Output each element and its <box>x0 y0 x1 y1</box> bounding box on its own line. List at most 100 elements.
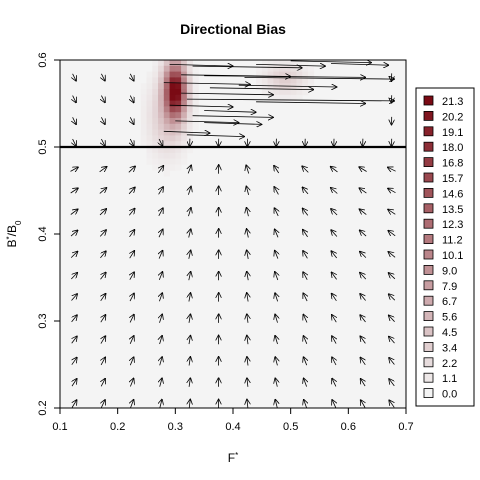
heat-cell <box>169 60 176 67</box>
field-arrow <box>99 188 107 194</box>
legend-label: 11.2 <box>442 235 463 247</box>
heat-cell <box>140 106 147 113</box>
x-axis: 0.1 0.2 0.3 0.4 0.5 0.6 0.7 <box>52 408 414 433</box>
field-arrow <box>275 335 278 345</box>
field-arrow <box>303 272 307 280</box>
heat-cell <box>256 65 263 72</box>
heat-cell <box>290 94 297 101</box>
heat-cell <box>256 83 263 90</box>
field-arrow <box>101 138 105 146</box>
heat-cell <box>140 135 147 142</box>
heat-cell <box>152 65 159 72</box>
heat-cell <box>175 94 182 101</box>
heat-cell <box>279 94 286 101</box>
heat-cell <box>146 77 153 84</box>
heat-cell <box>163 65 170 72</box>
heat-cell <box>192 89 199 96</box>
field-arrow <box>158 166 163 174</box>
field-arrow <box>331 230 338 237</box>
field-arrow <box>163 83 251 85</box>
field-arrow <box>290 61 372 63</box>
heat-cell <box>152 89 159 96</box>
field-arrow <box>189 293 191 302</box>
heat-cell <box>152 112 159 119</box>
heat-cell <box>290 65 297 72</box>
field-arrow <box>360 357 365 366</box>
heat-cell <box>175 152 182 159</box>
field-arrow <box>189 399 190 408</box>
heat-cell <box>175 129 182 136</box>
field-arrow <box>130 251 135 259</box>
field-arrow <box>101 117 105 124</box>
field-arrow <box>160 314 163 323</box>
field-arrow <box>360 315 366 323</box>
heat-cell <box>169 158 176 165</box>
x-tick-label: 0.3 <box>168 421 183 433</box>
field-arrow <box>189 229 191 238</box>
heat-cell <box>175 135 182 142</box>
heat-cell <box>152 164 159 171</box>
heat-cell <box>192 65 199 72</box>
legend-label: 20.2 <box>442 111 463 123</box>
heat-cell <box>186 65 194 72</box>
heat-cell <box>140 129 147 136</box>
heat-cell <box>181 83 188 90</box>
heat-cell <box>284 94 292 101</box>
heat-cell <box>175 112 182 119</box>
field-arrow <box>189 250 191 259</box>
field-arrow <box>360 272 367 280</box>
legend-swatch <box>423 280 434 291</box>
legend-label: 1.1 <box>442 373 457 385</box>
plot-area <box>59 59 407 409</box>
heat-cell <box>158 94 165 101</box>
heat-cell <box>267 71 274 78</box>
field-arrow <box>359 167 367 172</box>
heat-cell <box>152 83 159 90</box>
heat-cell <box>152 71 159 78</box>
field-arrow <box>101 95 105 103</box>
heat-cell <box>169 65 176 72</box>
heat-cell <box>181 123 188 130</box>
heat-cell <box>146 112 153 119</box>
heat-cell <box>158 112 165 119</box>
field-arrow <box>303 357 306 366</box>
field-arrow <box>99 230 106 237</box>
heat-cell <box>192 83 199 90</box>
field-arrow <box>100 251 106 259</box>
heat-cell <box>163 89 170 96</box>
x-tick-label: 0.4 <box>225 421 240 433</box>
field-arrow <box>101 293 106 302</box>
heat-cell <box>181 89 188 96</box>
field-arrow <box>246 165 249 174</box>
field-arrow <box>388 188 396 192</box>
field-arrow <box>247 399 248 408</box>
field-arrow <box>331 272 336 280</box>
heat-cell <box>175 147 182 154</box>
heat-cell <box>273 94 280 101</box>
y-tick-label: 0.6 <box>37 52 49 67</box>
heat-cell <box>146 141 153 148</box>
field-arrow <box>247 378 248 387</box>
x-tick-label: 0.6 <box>341 421 356 433</box>
heat-cell <box>146 118 153 125</box>
field-arrow <box>389 315 395 322</box>
y-axis: 0.2 0.3 0.4 0.5 0.6 <box>37 52 60 416</box>
legend-label: 14.6 <box>442 188 463 200</box>
field-arrow <box>274 165 279 174</box>
field-arrow <box>130 230 135 238</box>
heat-cell <box>169 112 176 119</box>
field-arrow <box>101 336 106 344</box>
field-arrow <box>274 187 278 195</box>
field-arrow <box>71 315 78 323</box>
heat-cell <box>290 71 297 78</box>
heat-cell <box>169 129 176 136</box>
heat-cell <box>146 123 153 130</box>
heat-cell <box>163 164 170 171</box>
heat-cell <box>186 60 194 67</box>
heat-cell <box>296 60 303 67</box>
heat-cell <box>163 129 170 136</box>
field-arrow <box>247 250 249 259</box>
heat-cell <box>181 60 188 67</box>
heat-cell <box>163 60 170 67</box>
field-arrow <box>70 251 78 258</box>
